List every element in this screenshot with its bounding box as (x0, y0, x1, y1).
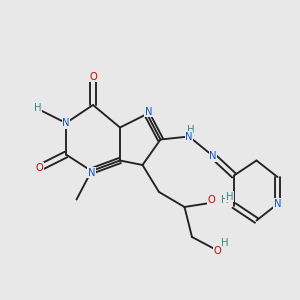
Text: O: O (214, 245, 221, 256)
Text: H: H (34, 103, 41, 113)
Text: H: H (187, 125, 194, 135)
Text: N: N (88, 167, 95, 178)
Text: N: N (145, 106, 152, 117)
Text: N: N (274, 199, 281, 209)
Text: O: O (89, 71, 97, 82)
Text: H: H (221, 195, 229, 205)
Text: H: H (221, 238, 229, 248)
Text: O: O (208, 195, 215, 205)
Text: N: N (185, 131, 193, 142)
Text: N: N (209, 151, 217, 161)
Text: H: H (226, 191, 233, 202)
Text: N: N (62, 118, 70, 128)
Text: O: O (35, 163, 43, 173)
